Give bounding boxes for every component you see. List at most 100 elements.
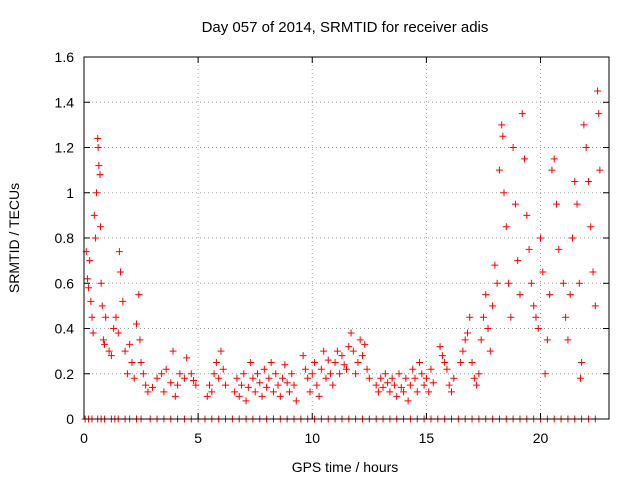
data-point: [546, 291, 554, 299]
data-point: [525, 245, 533, 253]
data-point: [443, 365, 451, 373]
data-point: [498, 121, 506, 129]
data-point: [352, 370, 360, 378]
data-point: [87, 297, 95, 305]
data-point: [548, 166, 556, 174]
y-tick-label: 0: [66, 411, 74, 427]
data-point: [356, 336, 364, 344]
data-point: [123, 370, 131, 378]
data-point: [562, 313, 570, 321]
data-point: [96, 223, 104, 231]
data-point: [88, 313, 96, 321]
y-tick-label: 1.4: [55, 94, 75, 110]
y-tick-label: 0.6: [55, 275, 75, 291]
data-point: [176, 370, 184, 378]
data-point: [167, 379, 175, 387]
data-point: [114, 329, 122, 337]
data-point: [117, 268, 125, 276]
data-point: [393, 392, 401, 400]
data-point: [509, 144, 517, 151]
data-point: [550, 155, 558, 163]
data-point: [158, 370, 166, 378]
data-point: [115, 248, 123, 256]
data-point: [95, 162, 103, 170]
data-point: [272, 370, 280, 378]
data-point: [441, 358, 449, 366]
data-point: [260, 365, 268, 373]
data-point: [411, 374, 419, 382]
data-point: [102, 313, 110, 321]
data-point: [171, 392, 179, 400]
data-point: [94, 144, 102, 151]
data-point: [97, 279, 105, 287]
data-point: [384, 379, 392, 387]
data-point: [425, 388, 433, 396]
data-point: [94, 134, 102, 142]
data-point: [388, 374, 396, 382]
data-point: [479, 313, 487, 321]
data-point: [582, 144, 590, 151]
data-point: [518, 110, 526, 118]
data-point: [238, 381, 245, 389]
data-point: [285, 388, 293, 396]
data-point: [534, 325, 542, 332]
data-point: [222, 381, 230, 389]
data-point: [349, 347, 357, 355]
data-point: [409, 365, 417, 373]
data-point: [256, 379, 264, 387]
data-point: [130, 374, 138, 382]
data-point: [83, 275, 91, 283]
data-point: [445, 381, 453, 389]
data-point: [317, 365, 325, 373]
data-point: [340, 361, 348, 369]
data-point: [144, 388, 152, 396]
data-point: [413, 388, 421, 396]
data-point: [505, 279, 513, 287]
data-point: [258, 392, 266, 400]
data-point: [390, 381, 398, 389]
data-point: [119, 297, 127, 305]
data-point: [190, 377, 198, 385]
data-point: [575, 279, 583, 287]
data-point: [468, 358, 476, 366]
data-point: [511, 200, 519, 208]
data-point: [315, 392, 323, 400]
data-point: [301, 365, 309, 373]
data-point: [475, 370, 483, 378]
data-point: [539, 268, 547, 276]
data-point: [400, 388, 408, 396]
data-point: [153, 374, 161, 382]
data-point: [247, 358, 255, 366]
data-point: [112, 313, 120, 321]
data-point: [89, 329, 97, 337]
data-point: [99, 336, 107, 344]
data-point: [595, 110, 603, 118]
data-point: [521, 155, 529, 163]
data-point: [281, 361, 289, 369]
data-point: [436, 343, 444, 351]
data-point: [215, 374, 223, 382]
data-point: [491, 261, 499, 269]
data-point: [86, 257, 94, 265]
y-tick-label: 0.2: [55, 366, 75, 382]
data-point: [265, 374, 273, 382]
data-point: [93, 189, 101, 197]
data-point: [187, 370, 195, 378]
data-point: [91, 234, 99, 242]
data-point: [320, 347, 328, 355]
data-point: [406, 381, 414, 389]
data-point: [274, 381, 282, 389]
data-point: [427, 365, 435, 373]
data-point: [90, 211, 98, 219]
x-tick-label: 10: [304, 430, 320, 446]
data-point: [429, 379, 437, 387]
x-tick-label: 0: [80, 430, 88, 446]
data-point: [121, 347, 129, 355]
data-point: [128, 358, 136, 366]
data-point: [126, 340, 134, 348]
data-point: [180, 374, 188, 382]
data-point: [470, 374, 478, 382]
data-point: [559, 279, 567, 287]
data-point: [311, 358, 319, 366]
data-point: [543, 336, 551, 344]
